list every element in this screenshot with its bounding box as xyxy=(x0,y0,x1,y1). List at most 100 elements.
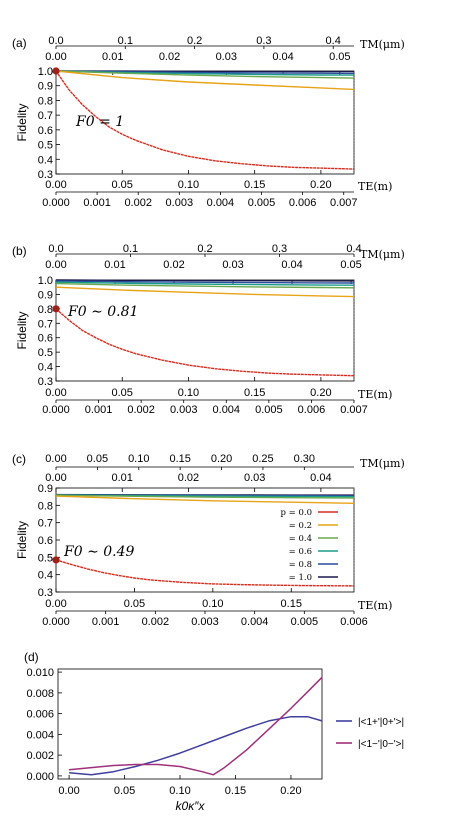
legend-label: |<1+'|0+'>| xyxy=(358,717,404,728)
panel-c: (c) 0.3 0.4 0.5 0.6 0.7 0.8 0.9 Fidelity 0.00 0.05… xyxy=(12,452,405,628)
y-tick-label: 0.6 xyxy=(38,125,53,137)
x-tick-label: 0.00 xyxy=(45,387,66,399)
series-line-0 xyxy=(55,70,355,170)
y-tick-label: 0.9 xyxy=(38,483,53,495)
panel-label: (b) xyxy=(12,244,27,258)
top2-tick-label: 0.4 xyxy=(346,243,361,255)
top1-tick-label: 0.03 xyxy=(244,472,265,484)
x-tick-label: 0.20 xyxy=(310,179,331,191)
x2-tick-label: 0.004 xyxy=(213,404,241,416)
y-tick-label: 0.7 xyxy=(38,318,53,330)
y-axis-label: Fidelity xyxy=(15,521,29,559)
top1-tick-label: 0.00 xyxy=(45,472,66,484)
plot-frame xyxy=(57,668,323,780)
series-line-0 xyxy=(55,308,355,377)
y-tick-label: 0.010 xyxy=(26,667,54,679)
x2-tick-label: 0.000 xyxy=(42,616,70,628)
panel-d: (d) 0.000 0.002 0.004 0.006 0.008 0.010 0.00 0.0… xyxy=(24,650,404,813)
y-axis-label: Fidelity xyxy=(15,311,29,349)
x2-tick-label: 0.001 xyxy=(92,616,120,628)
top1-tick-label: 0.02 xyxy=(163,259,184,271)
x-tick-label: 0.10 xyxy=(202,598,223,610)
series-line-4 xyxy=(55,280,355,284)
top1-tick-label: 0.05 xyxy=(329,51,350,63)
y-tick-label: 0.3 xyxy=(38,169,53,181)
legend: |<1+'|0+'>| |<1−'|0−'>| xyxy=(336,717,404,750)
y-tick-label: 0.4 xyxy=(38,154,53,166)
y-tick-label: 0.3 xyxy=(38,376,53,388)
legend-label: = 0.2 xyxy=(289,521,312,531)
y-tick-label: 0.008 xyxy=(26,688,54,700)
top2-tick-label: 0.20 xyxy=(211,453,232,465)
x2-tick-label: 0.006 xyxy=(298,404,326,416)
y-tick-label: 0.9 xyxy=(38,289,53,301)
top1-tick-label: 0.04 xyxy=(310,472,331,484)
legend-label: |<1−'|0−'>| xyxy=(358,739,404,750)
x2-tick-label: 0.003 xyxy=(166,197,194,209)
series-line-1 xyxy=(55,495,355,504)
x-tick-label: 0.10 xyxy=(178,179,199,191)
x-axis-label: TE(m) xyxy=(358,388,392,401)
series-line-1 xyxy=(55,286,355,298)
x-tick-label: 0.00 xyxy=(45,179,66,191)
top1-tick-label: 0.00 xyxy=(45,259,66,271)
x2-tick-label: 0.005 xyxy=(255,404,283,416)
x2-tick-label: 0.001 xyxy=(85,404,113,416)
y-axis-label: Fidelity xyxy=(15,103,29,141)
x2-tick-label: 0.000 xyxy=(42,404,70,416)
x-tick-label: 0.00 xyxy=(45,598,66,610)
top1-tick-label: 0.01 xyxy=(104,259,125,271)
top2-tick-label: 0.10 xyxy=(128,453,149,465)
legend-label: = 1.0 xyxy=(289,573,312,583)
x2-tick-label: 0.004 xyxy=(207,197,235,209)
legend-label: = 0.4 xyxy=(289,534,312,544)
x2-tick-label: 0.002 xyxy=(124,197,152,209)
x2-tick-label: 0.003 xyxy=(191,616,219,628)
top-axis-label: TM(μm) xyxy=(360,248,405,261)
y-tick-label: 0.7 xyxy=(38,110,53,122)
top1-tick-label: 0.01 xyxy=(112,472,133,484)
panel-label: (c) xyxy=(12,452,26,466)
top1-tick-label: 0.03 xyxy=(216,51,237,63)
y-tick-label: 0.000 xyxy=(26,771,54,783)
x-tick-label: 0.05 xyxy=(112,387,133,399)
x2-tick-label: 0.002 xyxy=(142,616,170,628)
top2-tick-label: 0.0 xyxy=(48,243,63,255)
legend-label: = 0.8 xyxy=(289,560,312,570)
y-tick-label: 0.6 xyxy=(38,535,53,547)
y-tick-label: 1.0 xyxy=(38,66,53,78)
x-tick-label: 0.05 xyxy=(124,598,145,610)
x-tick-label: 0.10 xyxy=(178,387,199,399)
y-tick-label: 0.004 xyxy=(26,729,54,741)
x-axis-label: k0κ″x xyxy=(176,799,206,813)
top1-tick-label: 0.00 xyxy=(45,51,66,63)
legend-label: = 0.6 xyxy=(289,547,312,557)
x2-tick-label: 0.005 xyxy=(291,616,319,628)
top2-tick-label: 0.25 xyxy=(252,453,273,465)
annotation: F0 ∼ 0.81 xyxy=(67,304,138,320)
x2-tick-label: 0.000 xyxy=(42,197,70,209)
series-line-2 xyxy=(55,70,355,79)
series-line-2 xyxy=(55,494,355,499)
y-tick-label: 1.0 xyxy=(38,275,53,287)
top2-tick-label: 0.3 xyxy=(256,35,271,47)
x2-tick-label: 0.005 xyxy=(248,197,276,209)
x-tick-label: 0.05 xyxy=(114,785,135,797)
series-line-5 xyxy=(55,279,354,282)
series-line-0 xyxy=(55,559,355,587)
y-tick-label: 0.8 xyxy=(38,500,53,512)
x-tick-label: 0.15 xyxy=(225,785,246,797)
top2-tick-label: 0.2 xyxy=(187,35,202,47)
x2-tick-label: 0.007 xyxy=(340,404,368,416)
x2-tick-label: 0.004 xyxy=(241,616,269,628)
x-tick-label: 0.00 xyxy=(58,785,79,797)
y-tick-label: 0.4 xyxy=(38,362,53,374)
y-tick-label: 0.3 xyxy=(38,587,53,599)
x2-tick-label: 0.003 xyxy=(170,404,198,416)
y-tick-label: 0.5 xyxy=(38,552,53,564)
annotation: F0 ∼ 0.49 xyxy=(63,544,135,560)
top2-tick-label: 0.4 xyxy=(326,35,341,47)
x-axis-label: TE(m) xyxy=(358,180,392,193)
